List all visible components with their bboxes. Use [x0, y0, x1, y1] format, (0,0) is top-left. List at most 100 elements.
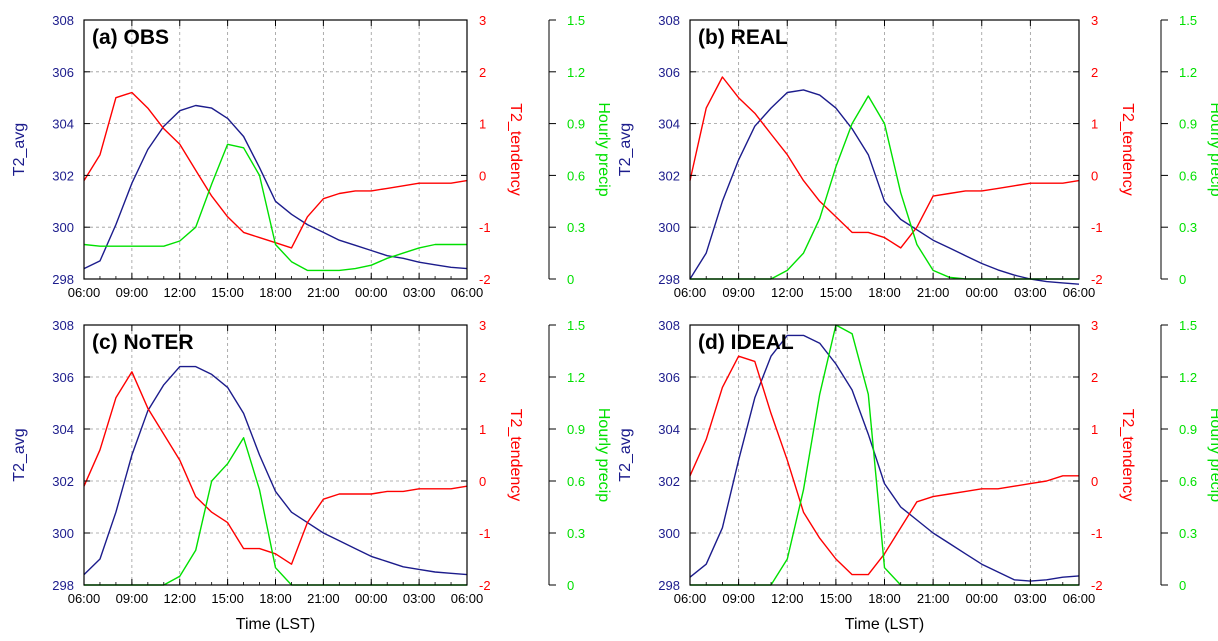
y-right-tick-label: -1: [1091, 220, 1103, 235]
y-right2-tick-label: 0.6: [1179, 168, 1197, 183]
x-axis-title: Time (LST): [236, 616, 315, 633]
series-line-t2_tendency: [83, 371, 468, 565]
y-right-tick-label: 0: [1091, 474, 1098, 489]
y-right-tick-label: -1: [1091, 526, 1103, 541]
series-line-t2_avg: [689, 334, 1080, 582]
y-right-tick-label: 0: [479, 168, 486, 183]
y-left-tick-label: 298: [52, 272, 74, 287]
y-right2-tick-label: 0.9: [1179, 117, 1197, 132]
grid: [690, 20, 1079, 279]
panel-1: 06:00 09:00 12:00 15:00 18:00 21:00 00:00 03:00…: [11, 13, 612, 300]
x-tick-label: 06:00: [674, 285, 707, 300]
y-right-tick-label: 0: [479, 474, 486, 489]
x-tick-label: 09:00: [722, 285, 755, 300]
y-right-tick-label: -2: [479, 272, 491, 287]
y-left-tick-label: 300: [52, 526, 74, 541]
panel-3: 06:00 09:00 12:00 15:00 18:00 21:00 00:00 03:00…: [11, 318, 612, 633]
y-left-tick-label: 302: [52, 168, 74, 183]
panel-4: 06:00 09:00 12:00 15:00 18:00 21:00 00:00 03:00…: [617, 318, 1218, 633]
panel-title: (b) REAL: [698, 26, 788, 49]
x-tick-label: 00:00: [965, 591, 998, 606]
y-left-tick-label: 298: [52, 578, 74, 593]
x-axis-title: Time (LST): [845, 616, 924, 633]
panel-title: (d) IDEAL: [698, 331, 794, 354]
x-tick-label: 15:00: [211, 285, 244, 300]
y-right2-tick-label: 0.3: [1179, 220, 1197, 235]
y-right-tick-label: 3: [479, 13, 486, 28]
y-left-tick-label: 300: [658, 526, 680, 541]
y-left-tick-label: 300: [52, 220, 74, 235]
y-left-tick-label: 302: [658, 474, 680, 489]
x-tick-label: 09:00: [116, 285, 149, 300]
grid: [690, 325, 1079, 585]
y-left-tick-label: 304: [52, 422, 74, 437]
y-right-tick-label: -1: [479, 526, 491, 541]
series-line-t2_tendency: [689, 355, 1079, 576]
y-right-tick-label: -2: [479, 578, 491, 593]
y-right2-axis-title: Hourly precip: [1207, 408, 1218, 502]
y-right2-tick-label: 0.3: [1179, 526, 1197, 541]
x-tick-label: 03:00: [1014, 285, 1047, 300]
y-right2-tick-label: 0.3: [567, 526, 585, 541]
series-line-hourly-precip: [83, 143, 467, 272]
y-right-tick-label: 3: [479, 318, 486, 333]
y-right2-tick-label: 0.9: [567, 117, 585, 132]
x-tick-label: 12:00: [771, 591, 804, 606]
grid: [84, 325, 467, 585]
y-left-tick-label: 306: [52, 65, 74, 80]
x-tick-label: 06:00: [68, 285, 101, 300]
y-left-tick-label: 302: [52, 474, 74, 489]
y-left-axis-title: T2_avg: [617, 428, 634, 481]
x-tick-label: 06:00: [1063, 285, 1096, 300]
y-right-tick-label: 1: [479, 117, 486, 132]
y-left-tick-label: 306: [52, 370, 74, 385]
y-right2-tick-label: 0.9: [1179, 422, 1197, 437]
y-right2-tick-label: 0.6: [1179, 474, 1197, 489]
series-line-t2_avg: [83, 365, 468, 576]
y-right-tick-label: 3: [1091, 13, 1098, 28]
y-right-axis-title: T2_tendency: [1119, 409, 1136, 502]
x-tick-label: 15:00: [820, 285, 853, 300]
y-left-tick-label: 308: [658, 318, 680, 333]
y-right2-tick-label: 0: [567, 272, 574, 287]
y-left-tick-label: 306: [658, 65, 680, 80]
y-right2-tick-label: 0: [567, 578, 574, 593]
y-right2-tick-label: 1.5: [1179, 318, 1197, 333]
y-right-tick-label: -2: [1091, 272, 1103, 287]
y-left-tick-label: 304: [658, 117, 680, 132]
x-tick-label: 00:00: [355, 591, 388, 606]
y-right-tick-label: 2: [479, 370, 486, 385]
x-tick-label: 18:00: [259, 591, 292, 606]
y-right2-tick-label: 1.2: [567, 65, 585, 80]
y-right2-tick-label: 0.3: [567, 220, 585, 235]
x-tick-label: 18:00: [259, 285, 292, 300]
y-right2-axis-title: Hourly precip: [1207, 102, 1218, 196]
y-right-tick-label: 2: [1091, 65, 1098, 80]
y-right-tick-label: 1: [479, 422, 486, 437]
x-tick-label: 21:00: [917, 285, 950, 300]
x-tick-label: 15:00: [820, 591, 853, 606]
y-right2-axis-title: Hourly precip: [595, 102, 612, 196]
y-left-tick-label: 308: [52, 318, 74, 333]
y-right2-tick-label: 0.6: [567, 168, 585, 183]
y-right2-tick-label: 1.2: [1179, 370, 1197, 385]
y-right2-tick-label: 0: [1179, 578, 1186, 593]
panel-title: (c) NoTER: [92, 331, 194, 354]
y-right-tick-label: -2: [1091, 578, 1103, 593]
y-left-axis-title: T2_avg: [11, 428, 28, 481]
y-left-tick-label: 304: [658, 422, 680, 437]
y-right-axis-title: T2_tendency: [507, 103, 524, 196]
y-right-tick-label: 0: [1091, 168, 1098, 183]
y-right2-tick-label: 0: [1179, 272, 1186, 287]
y-right2-tick-label: 1.5: [567, 318, 585, 333]
x-tick-label: 03:00: [403, 591, 436, 606]
panel-title: (a) OBS: [92, 26, 169, 49]
y-right2-tick-label: 0.9: [567, 422, 585, 437]
panel-2: 06:00 09:00 12:00 15:00 18:00 21:00 00:00 03:00…: [617, 13, 1218, 300]
x-tick-label: 00:00: [355, 285, 388, 300]
y-right-tick-label: 1: [1091, 117, 1098, 132]
x-tick-label: 21:00: [917, 591, 950, 606]
x-tick-label: 06:00: [451, 591, 484, 606]
y-right-axis-title: T2_tendency: [1119, 103, 1136, 196]
